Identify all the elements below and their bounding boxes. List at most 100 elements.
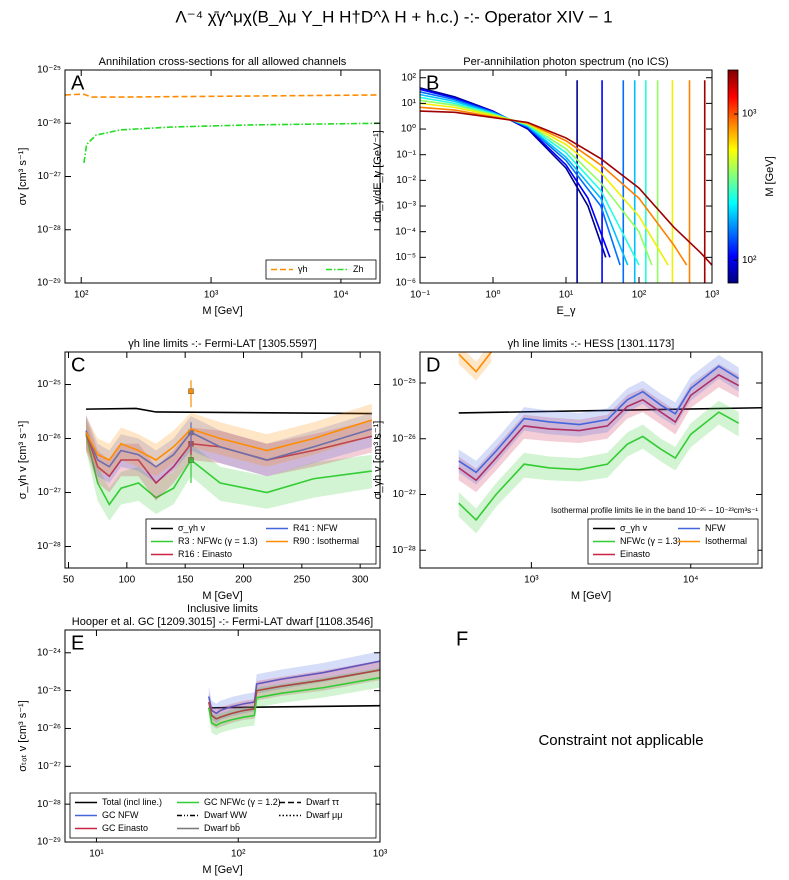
x-tick-label: 10³ (524, 575, 539, 586)
y-tick-label: 10⁻²⁷ (38, 761, 62, 772)
y-tick-label: 10⁻² (396, 175, 416, 186)
y-tick-label: 10⁻⁶ (395, 278, 416, 289)
panel-letter: F (456, 628, 468, 650)
y-tick-label: 10⁻²⁷ (393, 489, 417, 500)
x-tick-label: 10³ (204, 290, 219, 301)
y-tick-label: 10⁻²⁶ (392, 433, 416, 444)
y-tick-label: 10⁻²⁵ (37, 685, 61, 696)
series-line (458, 373, 740, 482)
legend-box (265, 259, 377, 280)
x-tick-label: 10² (632, 290, 647, 301)
colorbar-label: M [GeV] (764, 156, 776, 196)
uncertainty-band (86, 416, 372, 501)
legend-label: R90 : Isothermal (293, 536, 359, 546)
series-line (85, 434, 372, 506)
series-line (458, 411, 740, 522)
uncertainty-band (458, 352, 492, 381)
y-tick-label: 10⁻²⁷ (38, 171, 62, 182)
series-line (420, 110, 712, 266)
y-axis-label: σv [cm³ s⁻¹] (17, 148, 29, 206)
plot-area (208, 651, 380, 736)
y-tick-label: 10⁻²⁸ (37, 541, 61, 552)
x-tick-label: 10⁴ (333, 290, 348, 301)
y-tick-label: 10⁻²⁶ (37, 118, 61, 129)
y-tick-label: 10⁰ (401, 124, 416, 135)
x-tick-label: 10⁻¹ (410, 290, 430, 301)
legend-label: σ_γh v (620, 523, 648, 533)
data-point (188, 388, 194, 395)
series-line (85, 407, 372, 415)
plot-area (85, 380, 373, 521)
legend-box (587, 518, 759, 565)
series-line (458, 365, 740, 474)
x-tick-label: 10³ (705, 290, 720, 301)
y-axis-label: dn_γ/dE_γ [GeV⁻¹] (372, 130, 384, 223)
y-tick-label: 10⁻²⁸ (37, 799, 61, 810)
y-tick-label: 10⁻²⁶ (37, 433, 61, 444)
x-axis-label: M [GeV] (202, 590, 242, 602)
series-line (85, 419, 373, 461)
plot-area (420, 80, 712, 283)
series-line (85, 428, 373, 468)
legend-label: R3 : NFWc (γ = 1.3) (178, 536, 258, 546)
data-point (188, 457, 194, 463)
legend-box (145, 518, 377, 565)
legend-label: Isothermal (705, 536, 747, 546)
legend-label: GC NFWc (γ = 1.2) (204, 797, 281, 807)
y-tick-label: 10⁻²⁸ (37, 224, 61, 235)
chart-title: Inclusive limits (187, 603, 258, 615)
annotation: Isothermal profile limits lie in the ban… (551, 506, 758, 515)
panel-letter: A (71, 72, 85, 94)
series-line (420, 88, 611, 258)
panel-letter: B (426, 72, 439, 94)
x-tick-label: 200 (235, 575, 252, 586)
x-tick-label: 150 (177, 575, 194, 586)
x-tick-label: 10¹ (559, 290, 574, 301)
figure-title: Λ⁻⁴ χ̄γ^μχ(B_λμ Y_H H†D^λ H + h.c.) -:- … (175, 7, 612, 26)
y-axis-label: σ_γh v [cm³ s⁻¹] (17, 421, 29, 500)
colorbar-tick-label: 10² (742, 255, 757, 266)
x-tick-label: 50 (63, 575, 75, 586)
y-axis-label: σ_γh v [cm³ s⁻¹] (372, 421, 384, 500)
series-line (65, 93, 380, 98)
legend-label: Dwarf WW (204, 810, 247, 820)
legend-label: NFWc (γ = 1.3) (620, 536, 681, 546)
x-axis-label: E_γ (557, 305, 576, 317)
chart-title: γh line limits -:- Fermi-LAT [1305.5597] (128, 338, 317, 350)
legend-label: NFW (705, 523, 726, 533)
uncertainty-band (458, 400, 739, 534)
chart-title: Annihilation cross-sections for all allo… (99, 56, 347, 68)
legend-label: Einasto (620, 549, 650, 559)
colorbar-tick-label: 10³ (742, 109, 757, 120)
legend-label: GC Einasto (102, 823, 148, 833)
legend-label: γh (298, 264, 308, 274)
panel-letter: D (426, 354, 440, 376)
legend-box (69, 792, 377, 839)
y-tick-label: 10⁻²⁴ (37, 647, 61, 658)
x-tick-label: 10⁴ (683, 575, 698, 586)
plot-frame (64, 629, 381, 843)
y-tick-label: 10⁻²⁶ (37, 723, 61, 734)
legend-label: σ_γh v (178, 523, 206, 533)
legend-label: Zh (353, 264, 364, 274)
colorbar (727, 69, 739, 284)
x-tick-label: 10² (231, 849, 246, 860)
y-tick-label: 10⁻⁵ (395, 252, 416, 263)
x-axis-label: M [GeV] (202, 864, 242, 876)
legend-label: Dwarf μμ (306, 810, 342, 820)
uncertainty-band (458, 354, 739, 485)
y-tick-label: 10⁻²⁷ (38, 487, 62, 498)
legend-label: Total (incl line.) (102, 797, 162, 807)
chart-title: Per-annihilation photon spectrum (no ICS… (463, 56, 668, 68)
plot-area (65, 93, 380, 164)
panel-letter: E (71, 632, 84, 654)
chart-subtitle: Hooper et al. GC [1209.3015] -:- Fermi-L… (72, 616, 373, 628)
y-tick-label: 10⁻²⁸ (392, 545, 416, 556)
series-line (458, 352, 492, 373)
y-tick-label: 10¹ (402, 98, 417, 109)
legend-label: Dwarf ττ (306, 797, 340, 807)
series-line (208, 704, 380, 709)
panel-message: Constraint not applicable (538, 732, 703, 749)
series-line (208, 669, 380, 720)
y-tick-label: 10⁻²⁵ (37, 65, 61, 76)
